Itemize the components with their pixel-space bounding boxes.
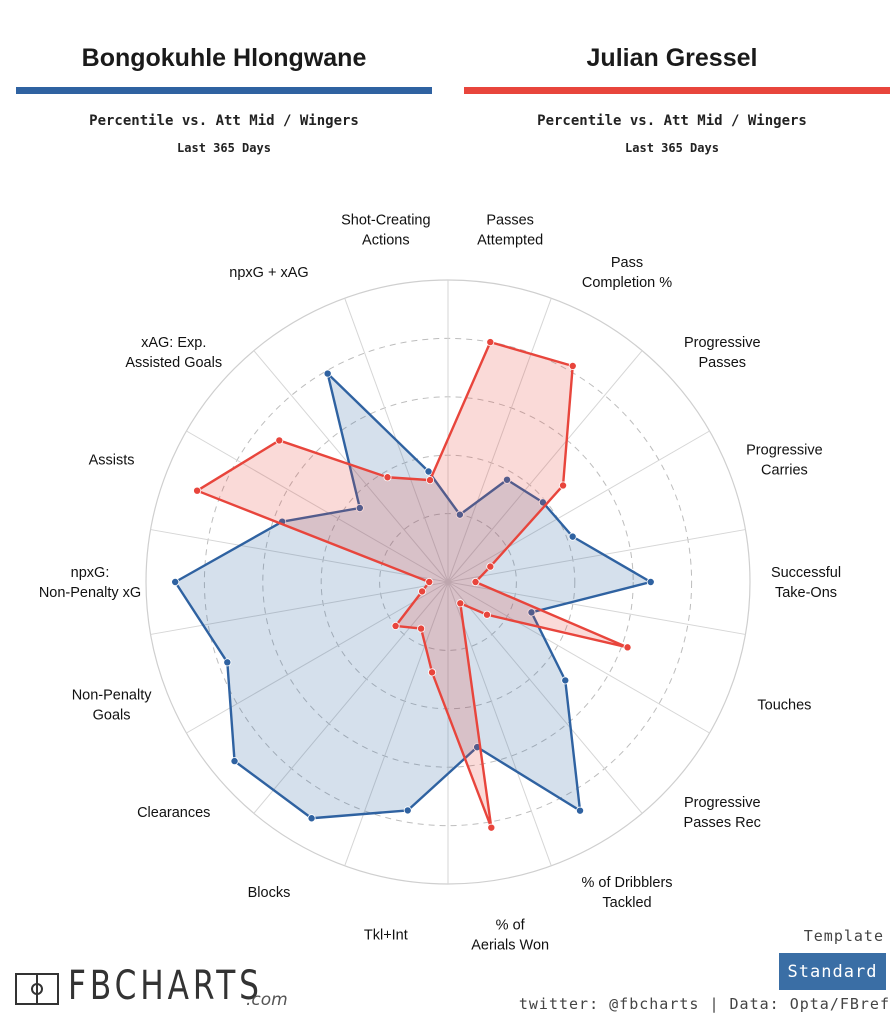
point-left-15	[355, 504, 364, 513]
point-left-1	[503, 475, 512, 484]
category-label-7: % of Dribblers Tackled	[581, 875, 672, 911]
template-button[interactable]: Standard	[779, 953, 886, 990]
logo-suffix: .com	[246, 990, 288, 1010]
category-label-2: Progressive Passes	[684, 335, 761, 371]
point-right-3	[486, 562, 495, 571]
category-label-12: Non-Penalty Goals	[72, 687, 153, 723]
point-right-11	[391, 621, 400, 630]
grid-spoke	[447, 581, 710, 734]
point-right-13	[425, 578, 434, 587]
grid-spoke	[447, 298, 552, 583]
point-right-8	[487, 823, 496, 832]
logo-text: FBCHARTS	[68, 963, 263, 1009]
point-left-9	[403, 806, 412, 815]
category-label-17: Shot-Creating Actions	[341, 212, 430, 248]
left-player-bar	[16, 87, 432, 94]
point-right-6	[482, 610, 491, 619]
left-player-name: Bongokuhle Hlongwane	[81, 44, 367, 72]
point-right-7	[456, 599, 465, 608]
category-label-6: Progressive Passes Rec	[684, 795, 761, 831]
point-right-14	[193, 486, 202, 495]
point-right-4	[471, 578, 480, 587]
category-label-3: Progressive Carries	[746, 443, 823, 479]
category-label-14: Assists	[89, 453, 135, 469]
point-left-10	[307, 814, 316, 823]
grid-spoke	[150, 529, 449, 583]
point-right-2	[559, 481, 568, 490]
point-left-7	[576, 806, 585, 815]
grid-spoke	[253, 581, 449, 814]
grid-spoke	[447, 430, 710, 583]
point-left-6	[561, 676, 570, 685]
category-label-13: npxG: Non-Penalty xG	[39, 565, 141, 601]
template-label: Template	[803, 927, 884, 945]
radar-series	[171, 338, 655, 832]
category-label-15: xAG: Exp. Assisted Goals	[125, 335, 222, 371]
category-label-4: Successful Take-Ons	[771, 565, 841, 601]
point-right-9	[428, 668, 437, 677]
right-player-bar	[464, 87, 890, 94]
point-left-4	[646, 578, 655, 587]
grid-spoke	[447, 581, 552, 866]
point-left-5	[527, 608, 536, 617]
radar-grid	[145, 279, 751, 885]
left-subtitle: Percentile vs. Att Mid / Wingers	[89, 113, 359, 129]
point-left-12	[223, 658, 232, 667]
point-right-10	[417, 624, 426, 633]
right-period: Last 365 Days	[625, 141, 719, 155]
category-label-16: npxG + xAG	[229, 265, 308, 281]
fbcharts-logo: FBCHARTS .com	[14, 963, 318, 1010]
right-subtitle: Percentile vs. Att Mid / Wingers	[537, 113, 807, 129]
category-label-5: Touches	[757, 697, 811, 713]
category-label-1: Pass Completion %	[582, 255, 672, 291]
point-right-1	[568, 361, 577, 370]
radar-labels: Passes Attempted Pass Completion % Progressi…	[39, 212, 841, 953]
category-label-8: % of Aerials Won	[471, 918, 549, 954]
grid-spoke	[344, 581, 449, 866]
category-label-9: Tkl+Int	[364, 928, 408, 944]
point-right-5	[623, 643, 632, 652]
point-left-13	[171, 578, 180, 587]
category-label-0: Passes Attempted	[477, 212, 543, 248]
right-player-name: Julian Gressel	[586, 44, 758, 72]
point-left-3	[568, 532, 577, 541]
series-area-left	[173, 372, 652, 820]
grid-spoke	[447, 350, 643, 583]
category-label-10: Blocks	[248, 885, 291, 901]
pitch-icon	[15, 973, 59, 1005]
point-right-17	[426, 476, 435, 485]
point-right-12	[418, 587, 427, 596]
credit-text: twitter: @fbcharts | Data: Opta/FBref	[518, 995, 890, 1013]
point-right-16	[383, 473, 392, 482]
point-left-16	[323, 369, 332, 378]
point-left-17	[424, 467, 433, 476]
point-left-0	[455, 510, 464, 519]
grid-spoke	[150, 581, 449, 635]
point-right-15	[275, 436, 284, 445]
left-period: Last 365 Days	[177, 141, 271, 155]
grid-spoke	[186, 430, 449, 583]
point-left-11	[230, 757, 239, 766]
grid-spoke	[447, 529, 746, 583]
category-label-11: Clearances	[137, 805, 210, 821]
point-right-0	[486, 338, 495, 347]
grid-spoke	[447, 581, 643, 814]
